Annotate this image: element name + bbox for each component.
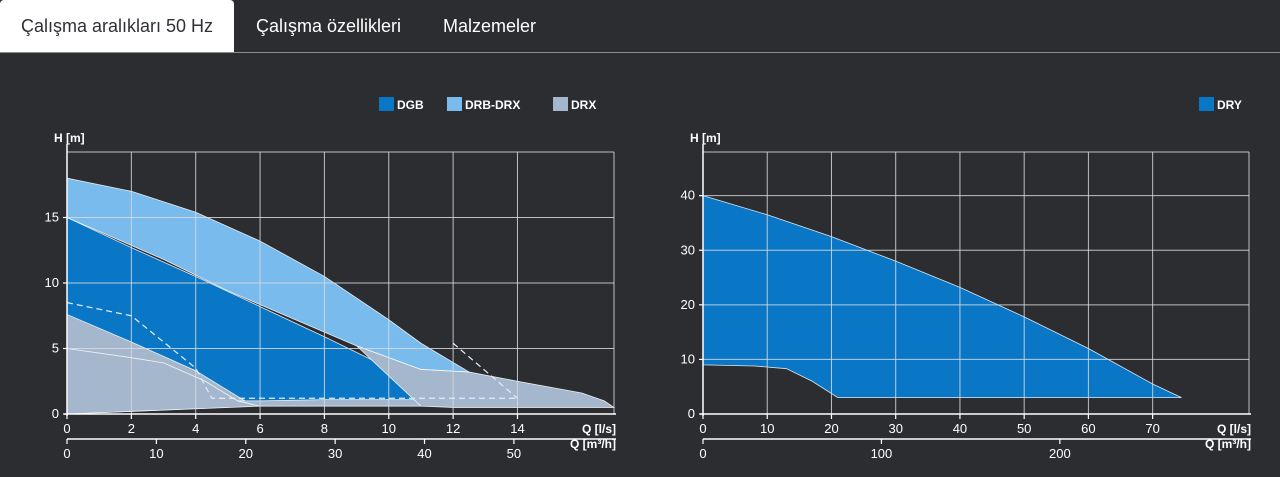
x-tick-label: 14 (510, 421, 524, 436)
tab-operating-ranges[interactable]: Çalışma aralıkları 50 Hz (0, 0, 234, 53)
x-tick-label: 0 (699, 421, 706, 436)
y-tick-label: 0 (688, 406, 695, 421)
y-tick-label: 15 (45, 210, 59, 225)
x-tick-label: 2 (128, 421, 135, 436)
x2-tick-label: 40 (417, 446, 431, 461)
x2-axis-label: Q [m³/h] (570, 437, 616, 451)
legend-swatch (379, 97, 394, 111)
y-tick-label: 0 (52, 406, 59, 421)
x-tick-label: 10 (760, 421, 774, 436)
x-tick-label: 8 (321, 421, 328, 436)
tab-materials[interactable]: Malzemeler (443, 16, 537, 36)
x-axis-label: Q [l/s] (582, 422, 616, 436)
x-tick-label: 20 (824, 421, 838, 436)
x-tick-label: 40 (953, 421, 967, 436)
legend-label: DRY (1217, 98, 1242, 112)
x-tick-label: 0 (63, 421, 70, 436)
y-tick-label: 10 (681, 351, 695, 366)
chart-1 (63, 97, 616, 444)
y-tick-label: 10 (45, 275, 59, 290)
y-axis-label: H [m] (54, 131, 85, 145)
y-tick-label: 20 (681, 297, 695, 312)
series-area-dry (702, 195, 1182, 399)
y-tick-label: 30 (681, 242, 695, 257)
x2-tick-label: 10 (149, 446, 163, 461)
x-tick-label: 6 (256, 421, 263, 436)
tab-divider (0, 52, 1280, 53)
x2-tick-label: 0 (63, 446, 70, 461)
x-tick-label: 10 (382, 421, 396, 436)
legend-label: DGB (397, 98, 424, 112)
y-tick-label: 5 (52, 341, 59, 356)
chart-2 (699, 97, 1251, 444)
x-tick-label: 50 (1017, 421, 1031, 436)
legend-label: DRX (571, 98, 596, 112)
x2-tick-label: 0 (699, 446, 706, 461)
dashed-curve (66, 302, 518, 399)
legend-swatch (1199, 97, 1214, 111)
x2-tick-label: 50 (507, 446, 521, 461)
x2-tick-label: 100 (871, 446, 893, 461)
x-axis-label: Q [l/s] (1217, 422, 1251, 436)
y-axis-label: H [m] (690, 131, 721, 145)
x-tick-label: 12 (446, 421, 460, 436)
series-area-drx (237, 399, 444, 407)
tab-bar: Çalışma aralıkları 50 Hz Çalışma özellik… (0, 0, 1280, 53)
y-tick-label: 40 (681, 188, 695, 203)
x2-tick-label: 30 (328, 446, 342, 461)
x-tick-label: 70 (1145, 421, 1159, 436)
x-tick-label: 30 (888, 421, 902, 436)
x-tick-label: 4 (192, 421, 199, 436)
legend-label: DRB-DRX (465, 98, 520, 112)
legend-swatch (447, 97, 462, 111)
tab-operating-characteristics[interactable]: Çalışma özellikleri (256, 16, 402, 36)
legend-swatch (553, 97, 568, 111)
x2-axis-label: Q [m³/h] (1205, 437, 1251, 451)
x2-tick-label: 20 (239, 446, 253, 461)
x-tick-label: 60 (1081, 421, 1095, 436)
x2-tick-label: 200 (1049, 446, 1071, 461)
dashed-curve (452, 342, 518, 399)
